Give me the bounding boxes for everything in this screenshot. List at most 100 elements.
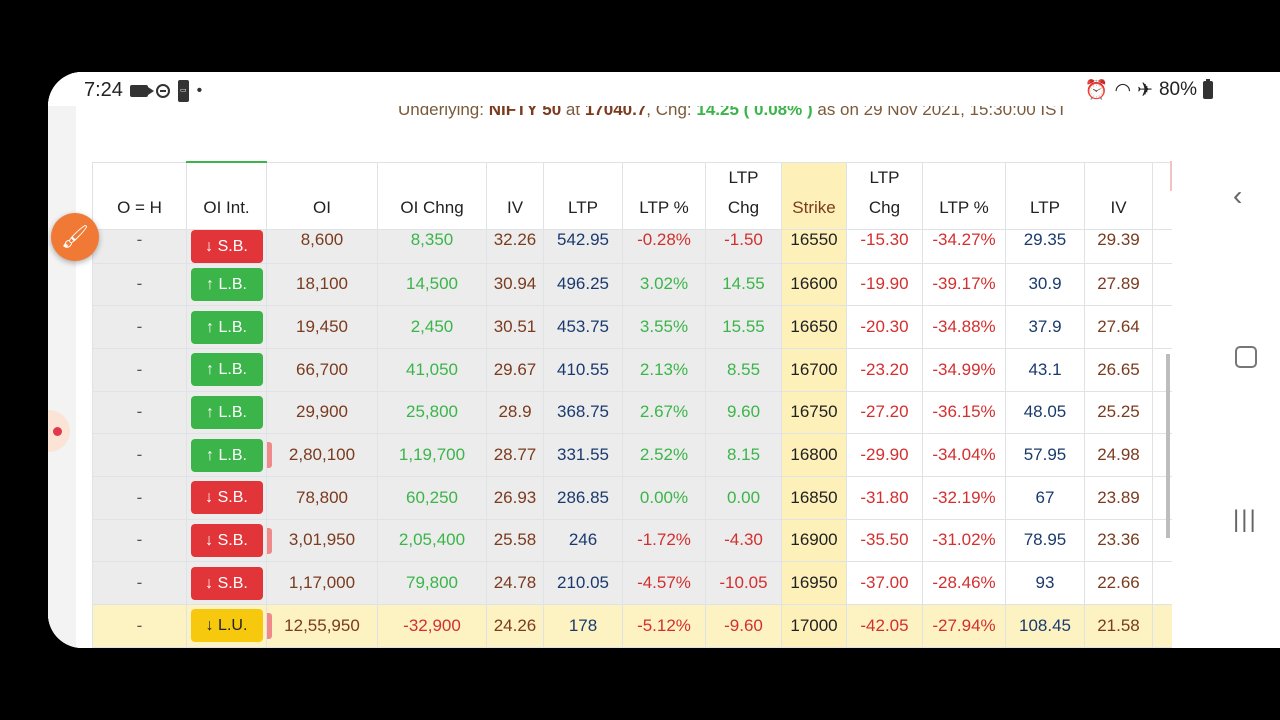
- iv-cell: 26.93: [486, 475, 544, 520]
- oi-cell: 19,450: [266, 305, 378, 349]
- table-header-row: O = H OI Int. OI OI Chng IV LTP LTP % LT…: [92, 161, 1172, 230]
- oi-interpretation-badge[interactable]: ↑ L.B.: [190, 353, 263, 387]
- put-ltp-cell: 48.05: [1005, 390, 1085, 435]
- battery-percent: 80%: [1158, 79, 1197, 100]
- oi-int-cell: ↑ L.B.: [186, 262, 267, 307]
- oi-interpretation-badge[interactable]: ↓ S.B.: [190, 230, 263, 262]
- oi-cell: 8,600: [266, 228, 378, 264]
- ltp-cell: 178: [543, 604, 623, 648]
- oi-value: 12,55,950: [284, 615, 360, 635]
- col-extra: [1152, 161, 1172, 230]
- oi-interpretation-badge[interactable]: ↑ L.B.: [190, 395, 263, 429]
- put-ltp-chg-cell: -42.05: [846, 604, 923, 648]
- put-ltp-cell: 93: [1005, 561, 1085, 605]
- oi-chng-cell: 14,500: [377, 262, 487, 307]
- ltp-pct-cell: 0.00%: [622, 475, 706, 520]
- airplane-icon: ✈: [1137, 79, 1153, 101]
- oi-interpretation-badge[interactable]: ↓ S.B.: [190, 481, 263, 515]
- put-ltp-chg-cell: -19.90: [846, 262, 923, 307]
- recent-apps-icon[interactable]: |||: [1233, 506, 1258, 533]
- oi-cell: 1,17,000: [266, 561, 378, 605]
- back-icon[interactable]: ‹: [1233, 180, 1243, 211]
- put-ltp-cell: 78.95: [1005, 518, 1085, 563]
- strike-cell: 16550: [781, 228, 847, 264]
- screen-record-icon[interactable]: [48, 410, 70, 452]
- put-ltp-chg-cell: -15.30: [846, 228, 923, 264]
- oi-interpretation-badge[interactable]: ↑ L.B.: [190, 267, 263, 301]
- table-row[interactable]: - ↓ L.U. 12,55,950 -32,900 24.26 178 -5.12% -9.…: [92, 604, 1172, 648]
- put-ltp-chg-cell: -23.20: [846, 347, 923, 392]
- oi-volume-bar: [267, 527, 272, 554]
- oh-cell: -: [92, 433, 187, 477]
- navigation-bar: ‹ |||: [1213, 72, 1280, 648]
- strike-cell: 16900: [781, 518, 847, 563]
- col-oi-chng[interactable]: OI Chng: [377, 161, 487, 230]
- put-iv-cell: 29.39: [1084, 228, 1153, 264]
- ltp-cell: 496.25: [543, 262, 623, 307]
- table-row[interactable]: - ↑ L.B. 2,80,100 1,19,700 28.77 331.55 2.52% 8…: [92, 433, 1172, 477]
- oi-int-cell: ↑ L.B.: [186, 305, 267, 349]
- ltp-pct-cell: 2.67%: [622, 390, 706, 435]
- put-ltp-chg-cell: -29.90: [846, 433, 923, 477]
- table-row[interactable]: - ↑ L.B. 66,700 41,050 29.67 410.55 2.13% 8.55 1…: [92, 347, 1172, 392]
- extra-cell: [1152, 262, 1172, 307]
- strike-cell: 16600: [781, 262, 847, 307]
- col-put-iv[interactable]: IV: [1084, 161, 1153, 230]
- col-put-ltp-chg[interactable]: LTP Chg: [846, 161, 923, 230]
- put-ltp-pct-cell: -34.27%: [922, 228, 1006, 264]
- col-put-ltp[interactable]: LTP: [1005, 161, 1085, 230]
- put-ltp-pct-cell: -34.99%: [922, 347, 1006, 392]
- oi-interpretation-badge[interactable]: ↑ L.B.: [190, 310, 263, 344]
- col-ltp-pct[interactable]: LTP %: [622, 161, 706, 230]
- strike-cell: 16850: [781, 475, 847, 520]
- table-row[interactable]: - ↓ S.B. 3,01,950 2,05,400 25.58 246 -1.72% -4.…: [92, 518, 1172, 563]
- oi-interpretation-badge[interactable]: ↓ S.B.: [190, 566, 263, 600]
- scrollbar-thumb[interactable]: [1166, 354, 1170, 538]
- status-bar: 7:24 ▭ • ⏰ ◠ ✈ 80%: [48, 72, 1213, 106]
- paint-brush-icon[interactable]: 🖌: [51, 213, 99, 261]
- oi-int-cell: ↑ L.B.: [186, 390, 267, 435]
- option-chain-table-wrap[interactable]: O = H OI Int. OI OI Chng IV LTP LTP % LT…: [92, 161, 1172, 648]
- put-iv-cell: 22.66: [1084, 561, 1153, 605]
- col-oi[interactable]: OI: [266, 161, 378, 230]
- oh-cell: -: [92, 390, 187, 435]
- put-ltp-chg-cell: -35.50: [846, 518, 923, 563]
- oi-int-cell: ↓ S.B.: [186, 518, 267, 563]
- oi-cell: 3,01,950: [266, 518, 378, 563]
- table-row[interactable]: - ↑ L.B. 19,450 2,450 30.51 453.75 3.55% 15.55 1…: [92, 305, 1172, 349]
- table-row[interactable]: - ↓ S.B. 8,600 8,350 32.26 542.95 -0.28% -1.50 1…: [92, 228, 1172, 264]
- iv-cell: 28.77: [486, 433, 544, 477]
- ltp-chg-cell: -1.50: [705, 228, 782, 264]
- oi-interpretation-badge[interactable]: ↓ L.U.: [190, 609, 263, 643]
- ltp-cell: 210.05: [543, 561, 623, 605]
- col-strike[interactable]: Strike: [781, 161, 847, 230]
- column-edge-marker: [1170, 161, 1172, 191]
- table-row[interactable]: - ↓ S.B. 78,800 60,250 26.93 286.85 0.00% 0.00 1…: [92, 475, 1172, 520]
- paytm-icon: ▭: [178, 80, 189, 102]
- strike-cell: 16950: [781, 561, 847, 605]
- home-icon[interactable]: [1235, 346, 1257, 368]
- table-row[interactable]: - ↑ L.B. 18,100 14,500 30.94 496.25 3.02% 14.55…: [92, 262, 1172, 307]
- oi-interpretation-badge[interactable]: ↑ L.B.: [190, 438, 263, 472]
- table-row[interactable]: - ↑ L.B. 29,900 25,800 28.9 368.75 2.67% 9.60 16…: [92, 390, 1172, 435]
- oi-value: 3,01,950: [288, 530, 356, 550]
- ltp-pct-cell: 2.13%: [622, 347, 706, 392]
- oi-int-cell: ↓ S.B.: [186, 228, 267, 264]
- col-oi-int[interactable]: OI Int.: [186, 161, 267, 230]
- oi-interpretation-badge[interactable]: ↓ S.B.: [190, 523, 263, 557]
- oh-cell: -: [92, 228, 187, 264]
- extra-cell: [1152, 305, 1172, 349]
- col-ltp-chg[interactable]: LTP Chg: [705, 161, 782, 230]
- put-ltp-pct-cell: -34.04%: [922, 433, 1006, 477]
- col-iv[interactable]: IV: [486, 161, 544, 230]
- oi-chng-cell: -32,900: [377, 604, 487, 648]
- put-ltp-pct-cell: -36.15%: [922, 390, 1006, 435]
- col-ltp[interactable]: LTP: [543, 161, 623, 230]
- iv-cell: 24.78: [486, 561, 544, 605]
- ltp-pct-cell: -0.28%: [622, 228, 706, 264]
- put-iv-cell: 27.64: [1084, 305, 1153, 349]
- table-row[interactable]: - ↓ S.B. 1,17,000 79,800 24.78 210.05 -4.57% -1…: [92, 561, 1172, 605]
- col-put-ltp-pct[interactable]: LTP %: [922, 161, 1006, 230]
- ltp-chg-cell: 9.60: [705, 390, 782, 435]
- col-oh[interactable]: O = H: [92, 161, 187, 230]
